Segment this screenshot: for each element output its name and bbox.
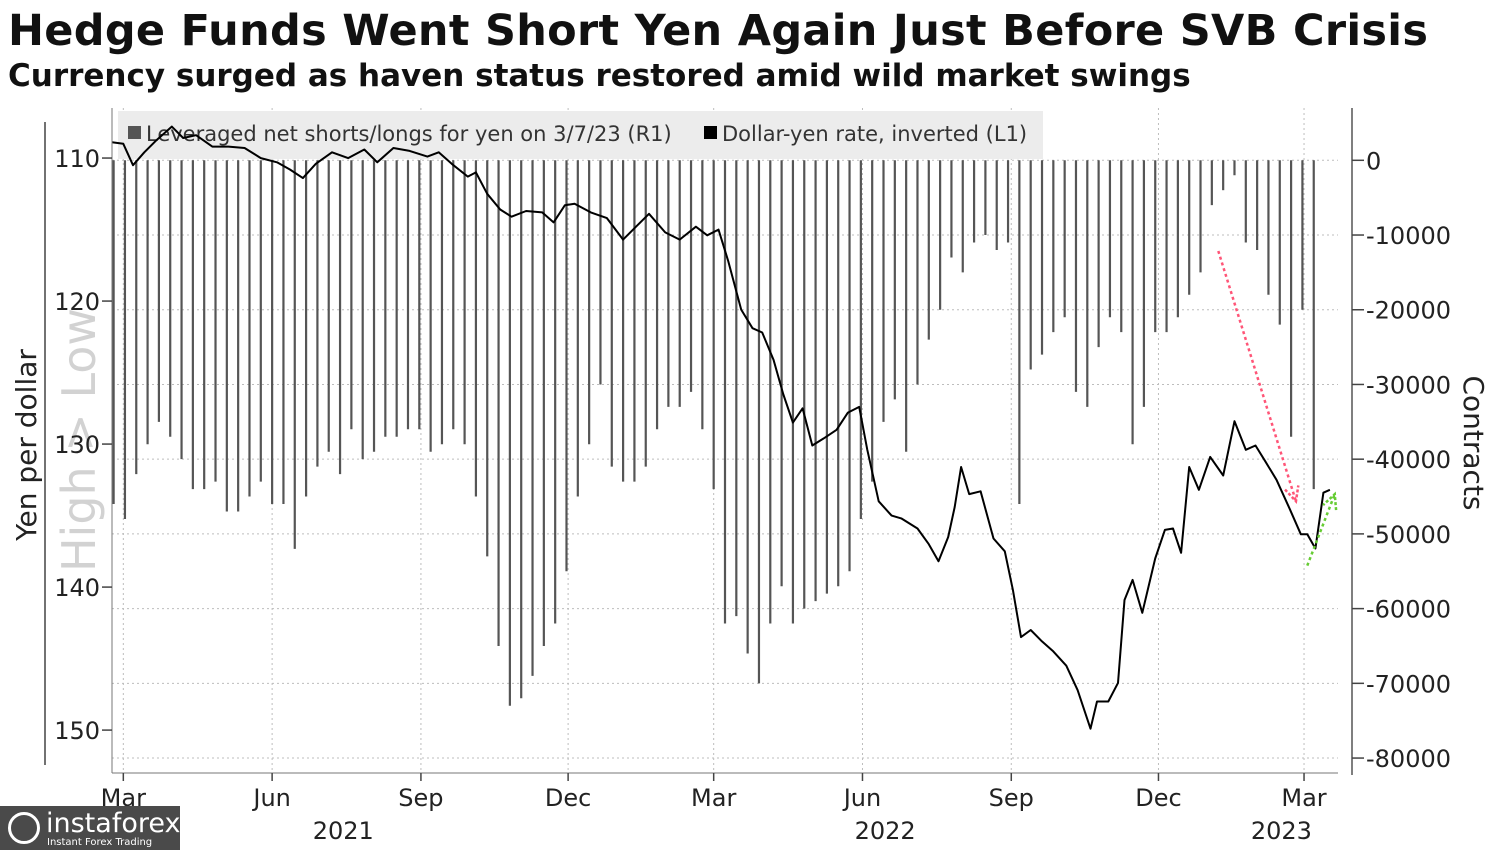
right-tick-label: -70000 <box>1366 670 1451 698</box>
right-tick-label: -50000 <box>1366 521 1451 549</box>
chart-title: Hedge Funds Went Short Yen Again Just Be… <box>8 6 1429 56</box>
right-tick-label: -10000 <box>1366 222 1451 250</box>
x-tick-label: Jun <box>842 784 882 812</box>
right-tick-label: -30000 <box>1366 371 1451 399</box>
x-tick-label: Sep <box>989 784 1034 812</box>
right-axis-title: Contracts <box>1457 375 1490 510</box>
x-tick-label: Mar <box>691 784 736 812</box>
dollar-yen-line <box>111 125 1331 730</box>
annotation-arrowhead-up <box>1322 491 1338 511</box>
x-year-label: 2021 <box>313 817 374 845</box>
left-axis-title: Yen per dollar <box>10 349 43 542</box>
x-tick-label: Sep <box>398 784 443 812</box>
left-tick-label: 110 <box>54 145 100 173</box>
x-tick-label: Dec <box>1135 784 1181 812</box>
annotations <box>1217 250 1338 567</box>
chart-subtitle: Currency surged as haven status restored… <box>8 58 1191 94</box>
right-tick-label: -60000 <box>1366 596 1451 624</box>
right-tick-label: -40000 <box>1366 446 1451 474</box>
right-tick-label: -20000 <box>1366 297 1451 325</box>
legend-label-line: Dollar-yen rate, inverted (L1) <box>722 122 1027 146</box>
line-series <box>111 125 1331 730</box>
left-tick-label: 150 <box>54 717 100 745</box>
legend-background <box>118 111 1043 159</box>
logo-name: instaforex <box>46 808 181 839</box>
watermark: High > Low <box>52 308 106 572</box>
left-tick-label: 130 <box>54 431 100 459</box>
watermark-text: High > Low <box>52 308 106 572</box>
x-year-label: 2022 <box>855 817 916 845</box>
left-tick-label: 140 <box>54 574 100 602</box>
logo-tagline: Instant Forex Trading <box>47 837 153 848</box>
axes: 110 120 130 140 150 0 -10000 -20000 -30000 -40000… <box>44 108 1451 845</box>
x-year-label: 2023 <box>1251 817 1312 845</box>
legend: Leveraged net shorts/longs for yen on 3/… <box>118 111 1043 159</box>
annotation-arrowhead-down <box>1284 485 1300 505</box>
logo-mark-icon <box>8 812 40 844</box>
x-tick-label: Mar <box>1281 784 1326 812</box>
legend-swatch-bars <box>128 126 141 139</box>
legend-swatch-line <box>704 126 717 139</box>
bar-series <box>112 160 1315 706</box>
right-tick-label: -80000 <box>1366 745 1451 773</box>
annotation-arrow-down <box>1217 250 1298 502</box>
right-tick-label: 0 <box>1366 147 1381 175</box>
legend-label-bars: Leveraged net shorts/longs for yen on 3/… <box>146 122 672 146</box>
instaforex-logo: instaforex Instant Forex Trading <box>0 806 180 850</box>
x-tick-label: Dec <box>545 784 591 812</box>
annotation-arrow-up <box>1306 493 1336 567</box>
left-tick-label: 120 <box>54 288 100 316</box>
x-tick-label: Jun <box>251 784 291 812</box>
